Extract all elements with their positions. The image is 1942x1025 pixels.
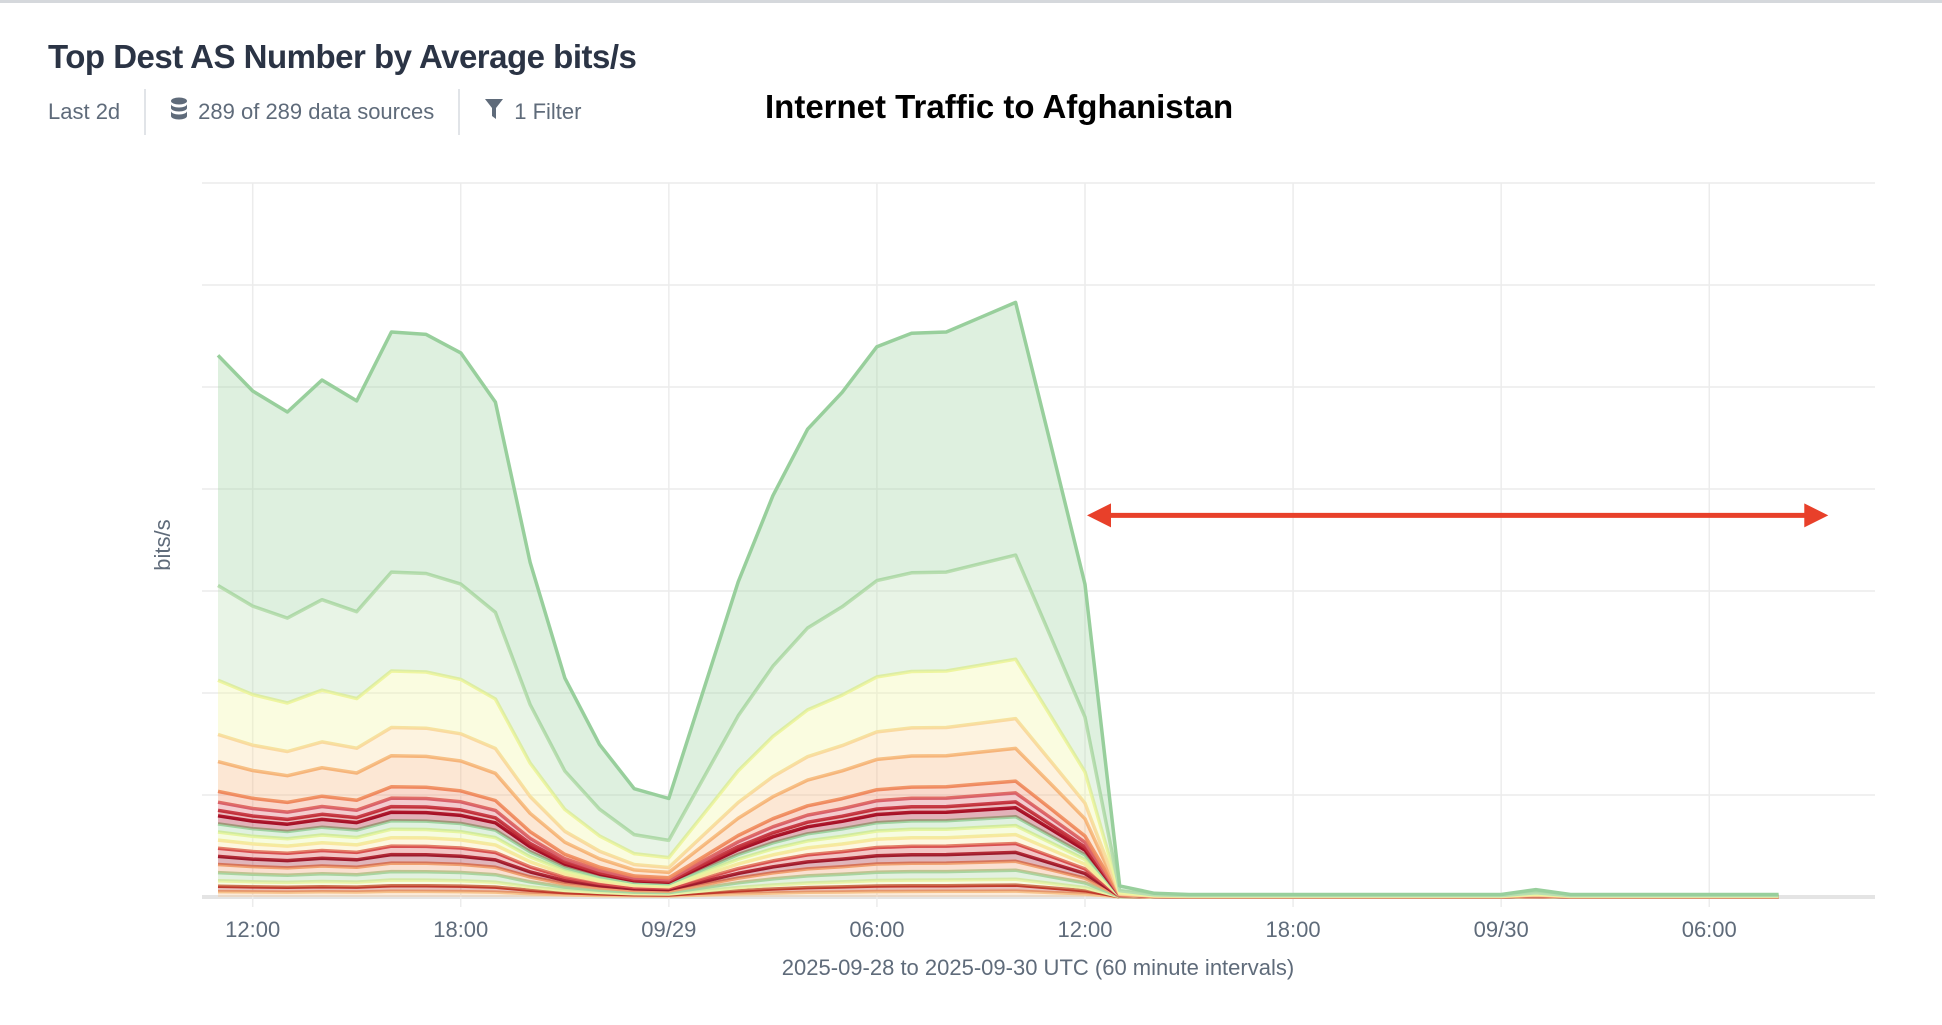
x-axis-label: 2025-09-28 to 2025-09-30 UTC (60 minute … xyxy=(782,955,1294,980)
series-area-17 xyxy=(218,555,1779,896)
series-area-8 xyxy=(218,825,1779,897)
series-area-14 xyxy=(218,748,1779,897)
series-area-9 xyxy=(218,816,1779,897)
series-area-7 xyxy=(218,834,1779,897)
x-tick-label: 18:00 xyxy=(433,917,488,942)
series-area-16 xyxy=(218,659,1779,897)
series-area-0 xyxy=(218,891,1779,897)
x-tick-label: 06:00 xyxy=(849,917,904,942)
database-icon xyxy=(170,97,188,127)
top-border xyxy=(0,0,1942,3)
y-axis-label: bits/s xyxy=(150,519,175,570)
series-area-6 xyxy=(218,843,1779,897)
series-area-1 xyxy=(218,885,1779,897)
x-tick-label: 18:00 xyxy=(1266,917,1321,942)
panel-title: Top Dest AS Number by Average bits/s xyxy=(48,38,637,75)
series-line-17 xyxy=(217,553,1779,898)
x-tick-label: 12:00 xyxy=(225,917,280,942)
series-area-15 xyxy=(218,718,1779,897)
arrow-right-icon xyxy=(1804,503,1829,528)
divider xyxy=(144,89,147,135)
x-tick-label: 06:00 xyxy=(1682,917,1737,942)
filters[interactable]: 1 Filter xyxy=(514,99,582,124)
panel-meta: Last 2d 289 of 289 data sources 1 Filter xyxy=(48,89,582,135)
chart-title: Internet Traffic to Afghanistan xyxy=(765,88,1234,125)
series-area-5 xyxy=(218,852,1779,897)
time-range[interactable]: Last 2d xyxy=(48,99,121,124)
x-tick-label: 12:00 xyxy=(1057,917,1112,942)
x-tick-label: 09/29 xyxy=(641,917,696,942)
funnel-icon xyxy=(484,98,504,126)
data-sources[interactable]: 289 of 289 data sources xyxy=(198,99,435,124)
arrow-left-icon xyxy=(1087,503,1111,528)
divider xyxy=(458,89,461,135)
series-area-4 xyxy=(218,861,1779,897)
x-tick-label: 09/30 xyxy=(1474,917,1529,942)
series-area-18 xyxy=(218,302,1779,896)
series-line-18 xyxy=(216,300,1779,897)
